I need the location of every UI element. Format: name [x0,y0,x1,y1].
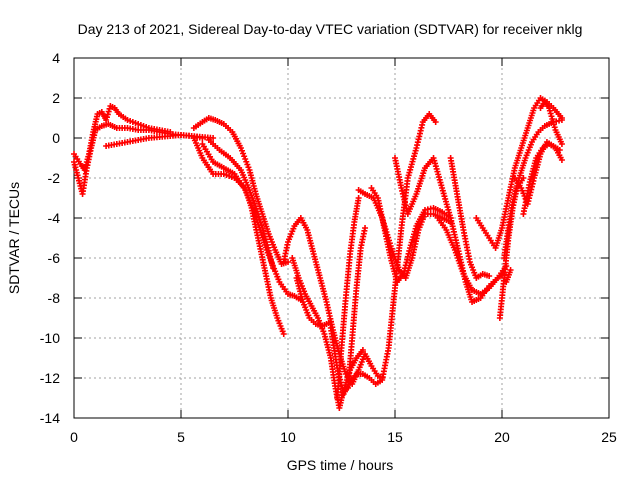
x-axis-label: GPS time / hours [287,457,394,473]
data-point [432,119,439,125]
x-tick-label: 5 [177,429,185,445]
x-tick-label: 20 [494,429,510,445]
chart-title: Day 213 of 2021, Sidereal Day-to-day VTE… [78,21,583,37]
series-track7 [205,137,277,271]
series-track25 [537,99,565,147]
data-point [270,265,277,271]
y-tick-label: -4 [48,210,61,226]
y-tick-label: 0 [52,130,60,146]
y-tick-label: 2 [52,90,60,106]
data-point [280,331,287,337]
y-tick-label: 4 [52,50,60,66]
series-track4 [190,115,291,267]
series-track3 [103,132,217,149]
x-tick-label: 25 [601,429,617,445]
data-markers [71,95,565,411]
series-track13 [344,225,369,391]
data-point [327,319,334,325]
series-track2 [71,103,174,173]
series-track12 [334,195,362,401]
data-point [486,273,493,279]
x-tick-label: 0 [70,429,78,445]
y-tick-label: -2 [48,170,61,186]
y-tick-label: -10 [40,330,60,346]
y-tick-label: -12 [40,370,60,386]
x-axis-ticks: 0 5 10 15 20 25 [70,58,617,445]
data-point [359,347,366,353]
data-point [210,135,217,141]
y-tick-label: -14 [40,410,60,426]
series-track17 [447,155,493,281]
y-tick-label: -8 [48,290,61,306]
series-track22 [503,267,514,285]
series-track11 [327,111,439,397]
y-axis-label: SDTVAR / TECUs [6,182,22,294]
x-tick-label: 10 [280,429,296,445]
data-point [558,117,565,123]
series-track15 [368,185,454,285]
data-point [558,141,565,147]
series-track21 [501,117,565,261]
y-tick-label: -6 [48,250,61,266]
series-track10 [289,255,366,411]
series-track18 [434,215,510,297]
data-point [355,195,362,201]
data-point [558,157,565,163]
data-point [362,225,369,231]
series-track24 [520,141,565,217]
plot-frame [73,57,610,419]
y-axis-ticks: -14 -12 -10 -8 -6 -4 -2 0 2 4 [40,50,609,426]
series-track19 [473,95,565,251]
x-tick-label: 15 [387,429,403,445]
data-point [507,267,514,273]
